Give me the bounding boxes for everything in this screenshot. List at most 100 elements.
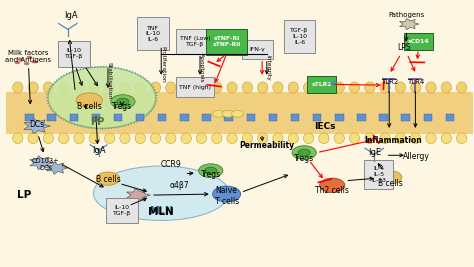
Circle shape <box>213 110 225 117</box>
Text: IL-10
TGF-β: IL-10 TGF-β <box>65 48 83 59</box>
Bar <box>335 114 344 121</box>
Text: IgA: IgA <box>92 146 105 155</box>
Ellipse shape <box>319 133 329 144</box>
Ellipse shape <box>43 133 54 144</box>
Ellipse shape <box>196 133 207 144</box>
Ellipse shape <box>242 82 253 93</box>
Ellipse shape <box>120 82 130 93</box>
Ellipse shape <box>441 133 451 144</box>
Bar <box>269 114 277 121</box>
Ellipse shape <box>59 133 69 144</box>
FancyBboxPatch shape <box>307 76 336 93</box>
Circle shape <box>117 98 129 105</box>
Polygon shape <box>24 118 51 134</box>
Ellipse shape <box>89 133 100 144</box>
Bar <box>313 114 321 121</box>
Ellipse shape <box>13 82 23 93</box>
FancyBboxPatch shape <box>106 198 138 223</box>
Text: LPS: LPS <box>397 43 411 52</box>
Text: Permeability: Permeability <box>239 141 294 150</box>
Ellipse shape <box>365 82 375 93</box>
Text: α4β7: α4β7 <box>170 181 190 190</box>
Text: Naive
T cells: Naive T cells <box>215 186 239 206</box>
Ellipse shape <box>13 133 23 144</box>
Ellipse shape <box>380 82 390 93</box>
Text: CD103+
DCs: CD103+ DCs <box>32 158 60 171</box>
Ellipse shape <box>135 133 146 144</box>
Bar <box>225 114 233 121</box>
Bar <box>291 114 299 121</box>
Text: LP: LP <box>17 190 31 200</box>
Text: Pathogens: Pathogens <box>389 12 425 18</box>
Circle shape <box>18 57 23 61</box>
Ellipse shape <box>28 82 38 93</box>
Bar <box>180 114 189 121</box>
Text: DCs: DCs <box>29 120 44 129</box>
Ellipse shape <box>196 82 207 93</box>
Ellipse shape <box>166 133 176 144</box>
Text: Th2 cells: Th2 cells <box>315 186 349 195</box>
Text: B cells: B cells <box>378 179 402 189</box>
Bar <box>136 114 145 121</box>
Bar <box>202 114 211 121</box>
Ellipse shape <box>135 82 146 93</box>
Bar <box>246 114 255 121</box>
Polygon shape <box>46 162 68 174</box>
Text: sTLR2: sTLR2 <box>311 82 332 87</box>
Ellipse shape <box>59 82 69 93</box>
Text: IL-10
TGF-β: IL-10 TGF-β <box>113 205 131 216</box>
Text: sCD14: sCD14 <box>408 39 429 44</box>
FancyBboxPatch shape <box>404 33 433 50</box>
Ellipse shape <box>28 133 38 144</box>
Ellipse shape <box>441 82 451 93</box>
Circle shape <box>199 164 223 178</box>
FancyBboxPatch shape <box>283 20 315 53</box>
Text: TNF
IL-10
IL-6: TNF IL-10 IL-6 <box>146 26 161 42</box>
Circle shape <box>27 56 32 59</box>
Text: CCR9: CCR9 <box>160 160 181 168</box>
Ellipse shape <box>150 133 161 144</box>
Text: Inflammation: Inflammation <box>364 136 422 145</box>
Text: PP: PP <box>90 117 104 127</box>
Polygon shape <box>400 18 419 30</box>
Ellipse shape <box>319 82 329 93</box>
Ellipse shape <box>104 82 115 93</box>
Bar <box>70 114 78 121</box>
FancyBboxPatch shape <box>176 77 215 97</box>
Circle shape <box>15 61 20 64</box>
Circle shape <box>319 178 345 193</box>
Circle shape <box>96 172 119 185</box>
Text: TNF (Low)
TGF-β: TNF (Low) TGF-β <box>180 37 210 47</box>
Text: IgA: IgA <box>64 11 77 20</box>
Ellipse shape <box>257 133 268 144</box>
Text: sTNF-RI
sTNF-RII: sTNF-RI sTNF-RII <box>212 37 241 47</box>
Ellipse shape <box>257 82 268 93</box>
Ellipse shape <box>104 133 115 144</box>
Text: Stabilisation: Stabilisation <box>106 62 111 99</box>
Ellipse shape <box>365 133 375 144</box>
Ellipse shape <box>227 82 237 93</box>
Ellipse shape <box>303 82 314 93</box>
Text: TGF-β
IL-10
IL-6: TGF-β IL-10 IL-6 <box>291 28 309 45</box>
Ellipse shape <box>410 82 421 93</box>
Ellipse shape <box>380 133 390 144</box>
FancyBboxPatch shape <box>137 17 169 50</box>
Polygon shape <box>127 188 150 202</box>
Ellipse shape <box>273 133 283 144</box>
Bar <box>424 114 432 121</box>
Text: TLR4: TLR4 <box>407 79 424 85</box>
Ellipse shape <box>43 82 54 93</box>
Text: TLR2: TLR2 <box>381 79 398 85</box>
Text: IgE: IgE <box>368 148 381 156</box>
Ellipse shape <box>395 133 406 144</box>
Text: IFN-γ: IFN-γ <box>250 47 265 52</box>
Text: IECs: IECs <box>314 122 336 131</box>
Ellipse shape <box>456 133 467 144</box>
Bar <box>25 114 34 121</box>
Ellipse shape <box>211 133 222 144</box>
Ellipse shape <box>181 82 191 93</box>
Text: Tregs: Tregs <box>201 170 221 179</box>
Bar <box>114 114 122 121</box>
Circle shape <box>222 110 234 117</box>
Bar <box>91 114 100 121</box>
